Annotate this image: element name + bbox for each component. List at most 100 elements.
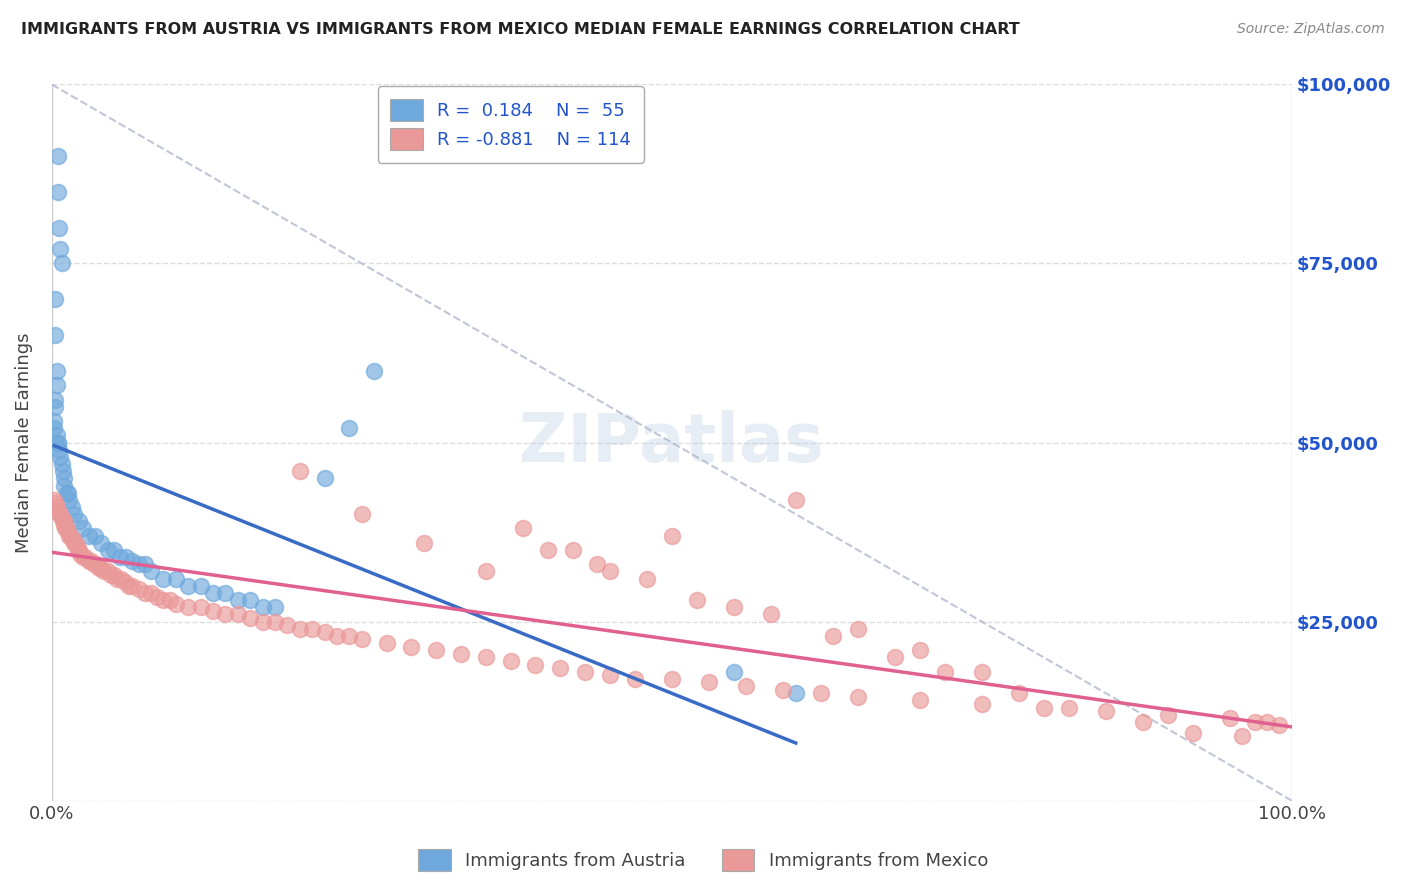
Point bbox=[146, 590, 169, 604]
Point bbox=[214, 586, 236, 600]
Point bbox=[100, 568, 122, 582]
Point bbox=[63, 507, 86, 521]
Point bbox=[128, 582, 150, 597]
Point bbox=[474, 650, 496, 665]
Point bbox=[90, 536, 112, 550]
Point bbox=[86, 558, 108, 572]
Point bbox=[1268, 718, 1291, 732]
Point bbox=[44, 421, 66, 435]
Point bbox=[53, 471, 76, 485]
Point bbox=[93, 565, 115, 579]
Point bbox=[152, 572, 174, 586]
Legend: Immigrants from Austria, Immigrants from Mexico: Immigrants from Austria, Immigrants from… bbox=[411, 842, 995, 879]
Point bbox=[239, 593, 262, 607]
Point bbox=[884, 650, 907, 665]
Point bbox=[499, 654, 522, 668]
Point bbox=[623, 672, 645, 686]
Point bbox=[90, 561, 112, 575]
Legend: R =  0.184    N =  55, R = -0.881    N = 114: R = 0.184 N = 55, R = -0.881 N = 114 bbox=[377, 87, 644, 163]
Point bbox=[44, 400, 66, 414]
Point bbox=[326, 629, 349, 643]
Point bbox=[165, 597, 187, 611]
Point bbox=[810, 686, 832, 700]
Point bbox=[45, 364, 67, 378]
Point bbox=[108, 550, 131, 565]
Point bbox=[84, 528, 107, 542]
Point bbox=[1008, 686, 1031, 700]
Point bbox=[264, 600, 287, 615]
Point bbox=[59, 528, 82, 542]
Point bbox=[401, 640, 423, 654]
Point bbox=[1132, 714, 1154, 729]
Point bbox=[51, 256, 73, 270]
Point bbox=[970, 697, 993, 711]
Point bbox=[51, 510, 73, 524]
Point bbox=[1094, 704, 1116, 718]
Point bbox=[87, 561, 110, 575]
Point bbox=[56, 485, 79, 500]
Point bbox=[58, 492, 80, 507]
Point bbox=[66, 543, 89, 558]
Point bbox=[44, 293, 66, 307]
Text: IMMIGRANTS FROM AUSTRIA VS IMMIGRANTS FROM MEXICO MEDIAN FEMALE EARNINGS CORRELA: IMMIGRANTS FROM AUSTRIA VS IMMIGRANTS FR… bbox=[21, 22, 1019, 37]
Point bbox=[599, 668, 621, 682]
Point bbox=[134, 586, 156, 600]
Point bbox=[45, 378, 67, 392]
Point bbox=[48, 442, 70, 457]
Point bbox=[44, 496, 66, 510]
Point bbox=[177, 600, 200, 615]
Point bbox=[65, 540, 87, 554]
Point bbox=[72, 550, 94, 565]
Point bbox=[425, 643, 447, 657]
Point bbox=[96, 565, 118, 579]
Point bbox=[1057, 700, 1080, 714]
Point bbox=[1181, 725, 1204, 739]
Point bbox=[128, 558, 150, 572]
Point bbox=[46, 435, 69, 450]
Point bbox=[46, 149, 69, 163]
Point bbox=[934, 665, 956, 679]
Point bbox=[661, 672, 683, 686]
Point bbox=[908, 693, 931, 707]
Point bbox=[52, 514, 75, 528]
Point bbox=[821, 629, 844, 643]
Point bbox=[46, 435, 69, 450]
Point bbox=[83, 558, 105, 572]
Point bbox=[77, 554, 100, 568]
Point bbox=[62, 532, 84, 546]
Point bbox=[49, 450, 72, 464]
Point bbox=[785, 686, 807, 700]
Point bbox=[288, 622, 311, 636]
Point bbox=[80, 554, 103, 568]
Point bbox=[117, 579, 139, 593]
Point bbox=[121, 579, 143, 593]
Point bbox=[48, 220, 70, 235]
Point bbox=[337, 421, 360, 435]
Point bbox=[190, 579, 212, 593]
Point bbox=[44, 328, 66, 343]
Point bbox=[474, 565, 496, 579]
Point bbox=[524, 657, 547, 672]
Point bbox=[314, 625, 336, 640]
Point bbox=[55, 521, 77, 535]
Point bbox=[55, 521, 77, 535]
Point bbox=[1230, 729, 1253, 743]
Point bbox=[1256, 714, 1278, 729]
Point bbox=[51, 457, 73, 471]
Point bbox=[72, 521, 94, 535]
Point bbox=[697, 675, 720, 690]
Point bbox=[56, 524, 79, 539]
Point bbox=[45, 428, 67, 442]
Text: Source: ZipAtlas.com: Source: ZipAtlas.com bbox=[1237, 22, 1385, 37]
Point bbox=[276, 618, 298, 632]
Point bbox=[537, 543, 560, 558]
Point bbox=[723, 665, 745, 679]
Point bbox=[165, 572, 187, 586]
Point bbox=[121, 554, 143, 568]
Point bbox=[252, 600, 274, 615]
Point bbox=[970, 665, 993, 679]
Point bbox=[735, 679, 758, 693]
Point bbox=[60, 532, 83, 546]
Point bbox=[512, 521, 534, 535]
Point bbox=[67, 543, 90, 558]
